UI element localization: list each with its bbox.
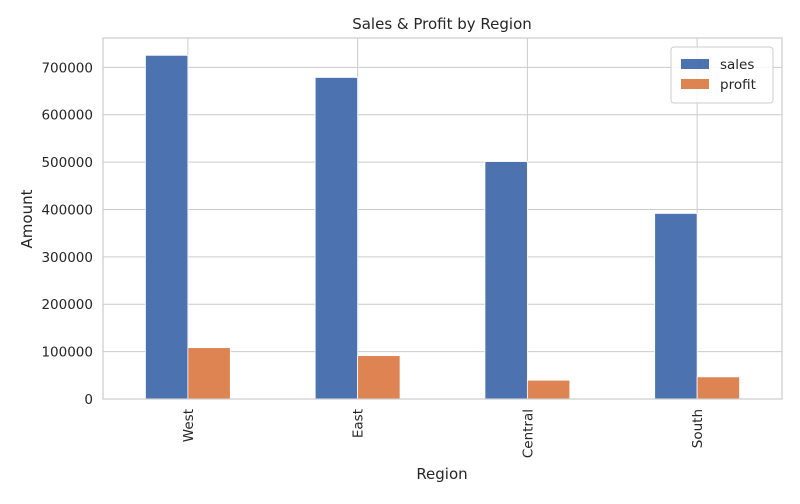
x-tick-label: South xyxy=(690,409,706,448)
y-tick-label: 700000 xyxy=(41,60,93,76)
bar-profit-east xyxy=(357,355,401,400)
x-axis-ticks: West East Central South xyxy=(181,409,706,458)
bar-sales-west xyxy=(145,54,189,400)
legend-swatch-sales xyxy=(681,59,709,69)
bar-profit-south xyxy=(696,376,740,400)
x-tick-label: East xyxy=(351,409,367,438)
bar-profit-west xyxy=(187,347,231,400)
chart-title: Sales & Profit by Region xyxy=(352,15,532,33)
legend-swatch-profit xyxy=(681,79,709,89)
bar-sales-south xyxy=(654,213,698,400)
y-tick-label: 400000 xyxy=(41,202,93,218)
legend-label-sales: sales xyxy=(720,57,754,73)
legend: sales profit xyxy=(670,46,774,104)
x-tick-label: Central xyxy=(520,409,536,458)
x-tick-label: West xyxy=(181,409,197,442)
y-tick-label: 0 xyxy=(84,392,93,408)
bar-profit-central xyxy=(526,379,571,400)
x-axis-title: Region xyxy=(416,465,467,483)
y-tick-label: 100000 xyxy=(41,345,93,361)
y-tick-label: 500000 xyxy=(41,155,93,171)
y-tick-label: 600000 xyxy=(41,108,93,124)
legend-label-profit: profit xyxy=(720,77,756,93)
bar-sales-east xyxy=(314,77,359,400)
y-axis-title: Amount xyxy=(18,189,36,248)
legend-box xyxy=(670,46,774,104)
bars xyxy=(145,54,740,400)
y-axis-ticks: 0 100000 200000 300000 400000 500000 600000 700… xyxy=(41,60,93,408)
plot-frame xyxy=(102,37,783,400)
y-tick-label: 300000 xyxy=(41,250,93,266)
y-tick-label: 200000 xyxy=(41,297,93,313)
bar-sales-central xyxy=(484,161,528,400)
